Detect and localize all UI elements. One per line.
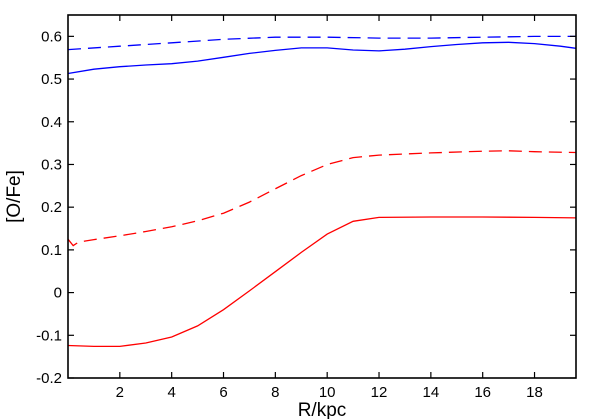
x-tick-label: 2 [116, 384, 124, 401]
y-tick-label: 0.3 [41, 156, 62, 173]
x-tick-label: 14 [423, 384, 440, 401]
x-tick-label: 10 [319, 384, 336, 401]
axis-ticks [68, 15, 576, 379]
x-tick-label: 6 [219, 384, 227, 401]
series-line-3 [67, 150, 577, 247]
y-axis-label: [O/Fe] [4, 170, 25, 223]
x-tick-label: 12 [371, 384, 388, 401]
x-tick-label: 8 [271, 384, 279, 401]
series-line-2 [67, 41, 577, 75]
y-tick-label: 0.4 [41, 114, 62, 131]
y-tick-label: 0.1 [41, 242, 62, 259]
series-line-4 [67, 216, 577, 348]
y-tick-label: 0.5 [41, 71, 62, 88]
series-line-1 [67, 35, 576, 51]
y-tick-label: -0.2 [36, 370, 62, 387]
x-tick-label: 4 [168, 384, 176, 401]
x-axis-label: R/kpc [298, 400, 347, 419]
y-tick-label: 0.2 [41, 199, 62, 216]
y-tick-label: 0 [54, 285, 62, 302]
y-tick-label: -0.1 [36, 327, 62, 344]
x-tick-label: 18 [526, 384, 543, 401]
tick-labels: 2 4 6 8 10 12 14 16 18 -0.2 -0.1 0 0.1 0.2 0.3 0.4 0.5 0.… [36, 28, 543, 401]
plot-area [67, 35, 577, 348]
y-tick-label: 0.6 [41, 28, 62, 45]
x-tick-label: 16 [474, 384, 491, 401]
plot-frame [67, 14, 577, 379]
